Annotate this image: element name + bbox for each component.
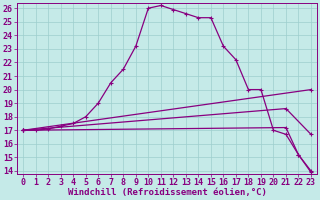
X-axis label: Windchill (Refroidissement éolien,°C): Windchill (Refroidissement éolien,°C): [68, 188, 267, 197]
